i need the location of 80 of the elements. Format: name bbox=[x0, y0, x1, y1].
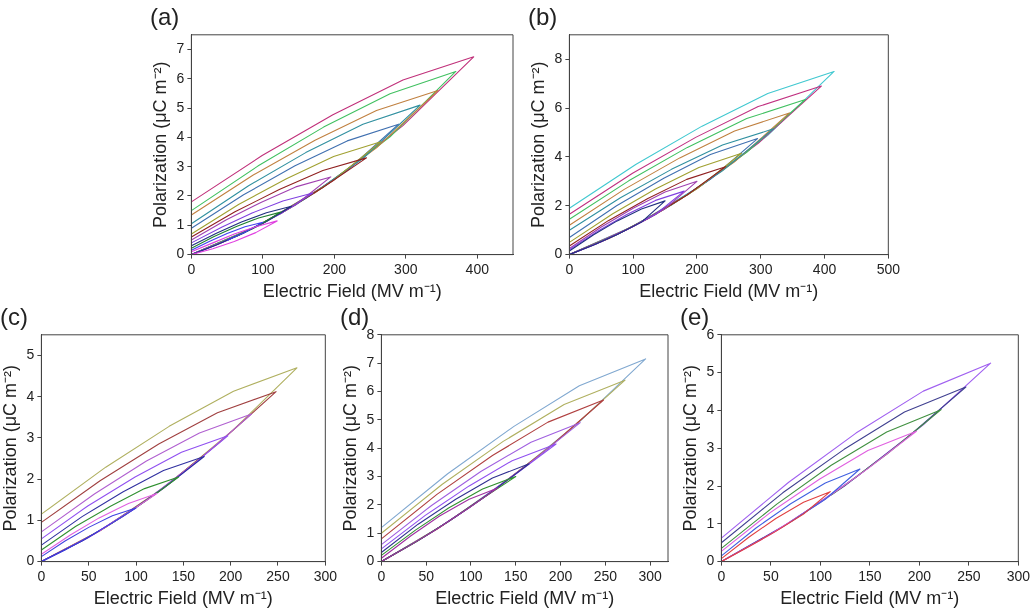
x-tick-label: 200 bbox=[322, 260, 347, 277]
y-tick-label: 0 bbox=[26, 552, 35, 569]
x-tick-label: 200 bbox=[548, 567, 573, 584]
y-tick-label: 1 bbox=[366, 524, 375, 541]
x-tick-label: 0 bbox=[717, 567, 726, 584]
x-axis-title: Electric Field (MV m⁻¹) bbox=[262, 281, 442, 302]
y-tick-label: 5 bbox=[366, 410, 375, 427]
chart-title: (c) bbox=[0, 303, 28, 331]
y-axis-title: Polarization (μC m⁻²) bbox=[0, 365, 20, 532]
x-tick-label: 250 bbox=[593, 567, 618, 584]
x-tick-label: 0 bbox=[37, 567, 46, 584]
x-tick-label: 400 bbox=[465, 260, 490, 277]
y-tick-label: 2 bbox=[176, 186, 185, 203]
y-tick-label: 5 bbox=[26, 346, 35, 363]
y-tick-label: 2 bbox=[366, 495, 375, 512]
x-tick-label: 300 bbox=[749, 260, 773, 277]
x-tick-label: 300 bbox=[313, 567, 338, 584]
y-axis-title: Polarization (μC m⁻²) bbox=[149, 61, 170, 228]
y-tick-label: 7 bbox=[366, 354, 375, 371]
x-tick-label: 100 bbox=[459, 567, 483, 584]
x-tick-label: 100 bbox=[621, 260, 646, 277]
x-tick-label: 0 bbox=[187, 260, 196, 277]
y-tick-label: 0 bbox=[554, 245, 563, 262]
y-tick-label: 1 bbox=[706, 514, 715, 531]
y-tick-label: 4 bbox=[706, 401, 715, 418]
y-tick-label: 3 bbox=[176, 157, 185, 174]
y-tick-label: 8 bbox=[554, 50, 563, 67]
x-tick-label: 400 bbox=[812, 260, 837, 277]
y-tick-label: 6 bbox=[176, 69, 185, 86]
y-tick-label: 4 bbox=[554, 147, 563, 164]
x-tick-label: 0 bbox=[565, 260, 574, 277]
x-tick-label: 50 bbox=[763, 567, 779, 584]
y-tick-label: 2 bbox=[706, 476, 715, 493]
y-tick-label: 4 bbox=[176, 128, 185, 145]
x-tick-label: 150 bbox=[171, 567, 196, 584]
x-tick-label: 250 bbox=[957, 567, 981, 584]
y-tick-label: 0 bbox=[176, 245, 185, 262]
y-tick-label: 2 bbox=[554, 196, 563, 213]
x-tick-label: 250 bbox=[266, 567, 290, 584]
x-axis-title: Electric Field (MV m⁻¹) bbox=[93, 588, 273, 609]
y-tick-label: 8 bbox=[366, 325, 375, 342]
x-tick-label: 300 bbox=[394, 260, 418, 277]
x-axis-title: Electric Field (MV m⁻¹) bbox=[435, 588, 615, 609]
y-tick-label: 1 bbox=[26, 511, 35, 528]
y-tick-label: 4 bbox=[366, 439, 375, 456]
x-tick-label: 100 bbox=[124, 567, 148, 584]
y-axis-title: Polarization (μC m⁻²) bbox=[679, 365, 700, 532]
x-tick-label: 100 bbox=[251, 260, 275, 277]
y-tick-label: 6 bbox=[554, 98, 563, 115]
y-tick-label: 2 bbox=[26, 469, 35, 486]
x-tick-label: 100 bbox=[808, 567, 833, 584]
x-tick-label: 50 bbox=[80, 567, 97, 584]
y-tick-label: 0 bbox=[366, 552, 375, 569]
x-tick-label: 200 bbox=[907, 567, 932, 584]
chart-title: (b) bbox=[528, 3, 558, 31]
y-tick-label: 5 bbox=[706, 363, 715, 380]
y-tick-label: 1 bbox=[176, 216, 185, 233]
x-tick-label: 300 bbox=[638, 567, 662, 584]
y-axis-title: Polarization (μC m⁻²) bbox=[339, 365, 360, 532]
x-tick-label: 200 bbox=[219, 567, 243, 584]
x-tick-label: 150 bbox=[858, 567, 882, 584]
x-tick-label: 50 bbox=[418, 567, 435, 584]
x-tick-label: 150 bbox=[504, 567, 528, 584]
y-tick-label: 4 bbox=[26, 387, 35, 404]
x-tick-label: 300 bbox=[1006, 567, 1031, 584]
x-tick-label: 200 bbox=[685, 260, 709, 277]
y-tick-label: 3 bbox=[26, 428, 35, 445]
chart-title: (a) bbox=[150, 3, 180, 31]
y-tick-label: 3 bbox=[366, 467, 375, 484]
y-tick-label: 3 bbox=[706, 439, 715, 456]
y-tick-label: 5 bbox=[176, 98, 185, 115]
y-tick-label: 6 bbox=[366, 382, 375, 399]
y-tick-label: 0 bbox=[706, 552, 715, 569]
x-axis-title: Electric Field (MV m⁻¹) bbox=[639, 281, 819, 302]
y-tick-label: 6 bbox=[706, 325, 715, 342]
x-tick-label: 500 bbox=[876, 260, 901, 277]
x-tick-label: 0 bbox=[377, 567, 386, 584]
x-axis-title: Electric Field (MV m⁻¹) bbox=[780, 588, 960, 609]
y-tick-label: 7 bbox=[176, 40, 185, 57]
y-axis-title: Polarization (μC m⁻²) bbox=[527, 61, 548, 228]
